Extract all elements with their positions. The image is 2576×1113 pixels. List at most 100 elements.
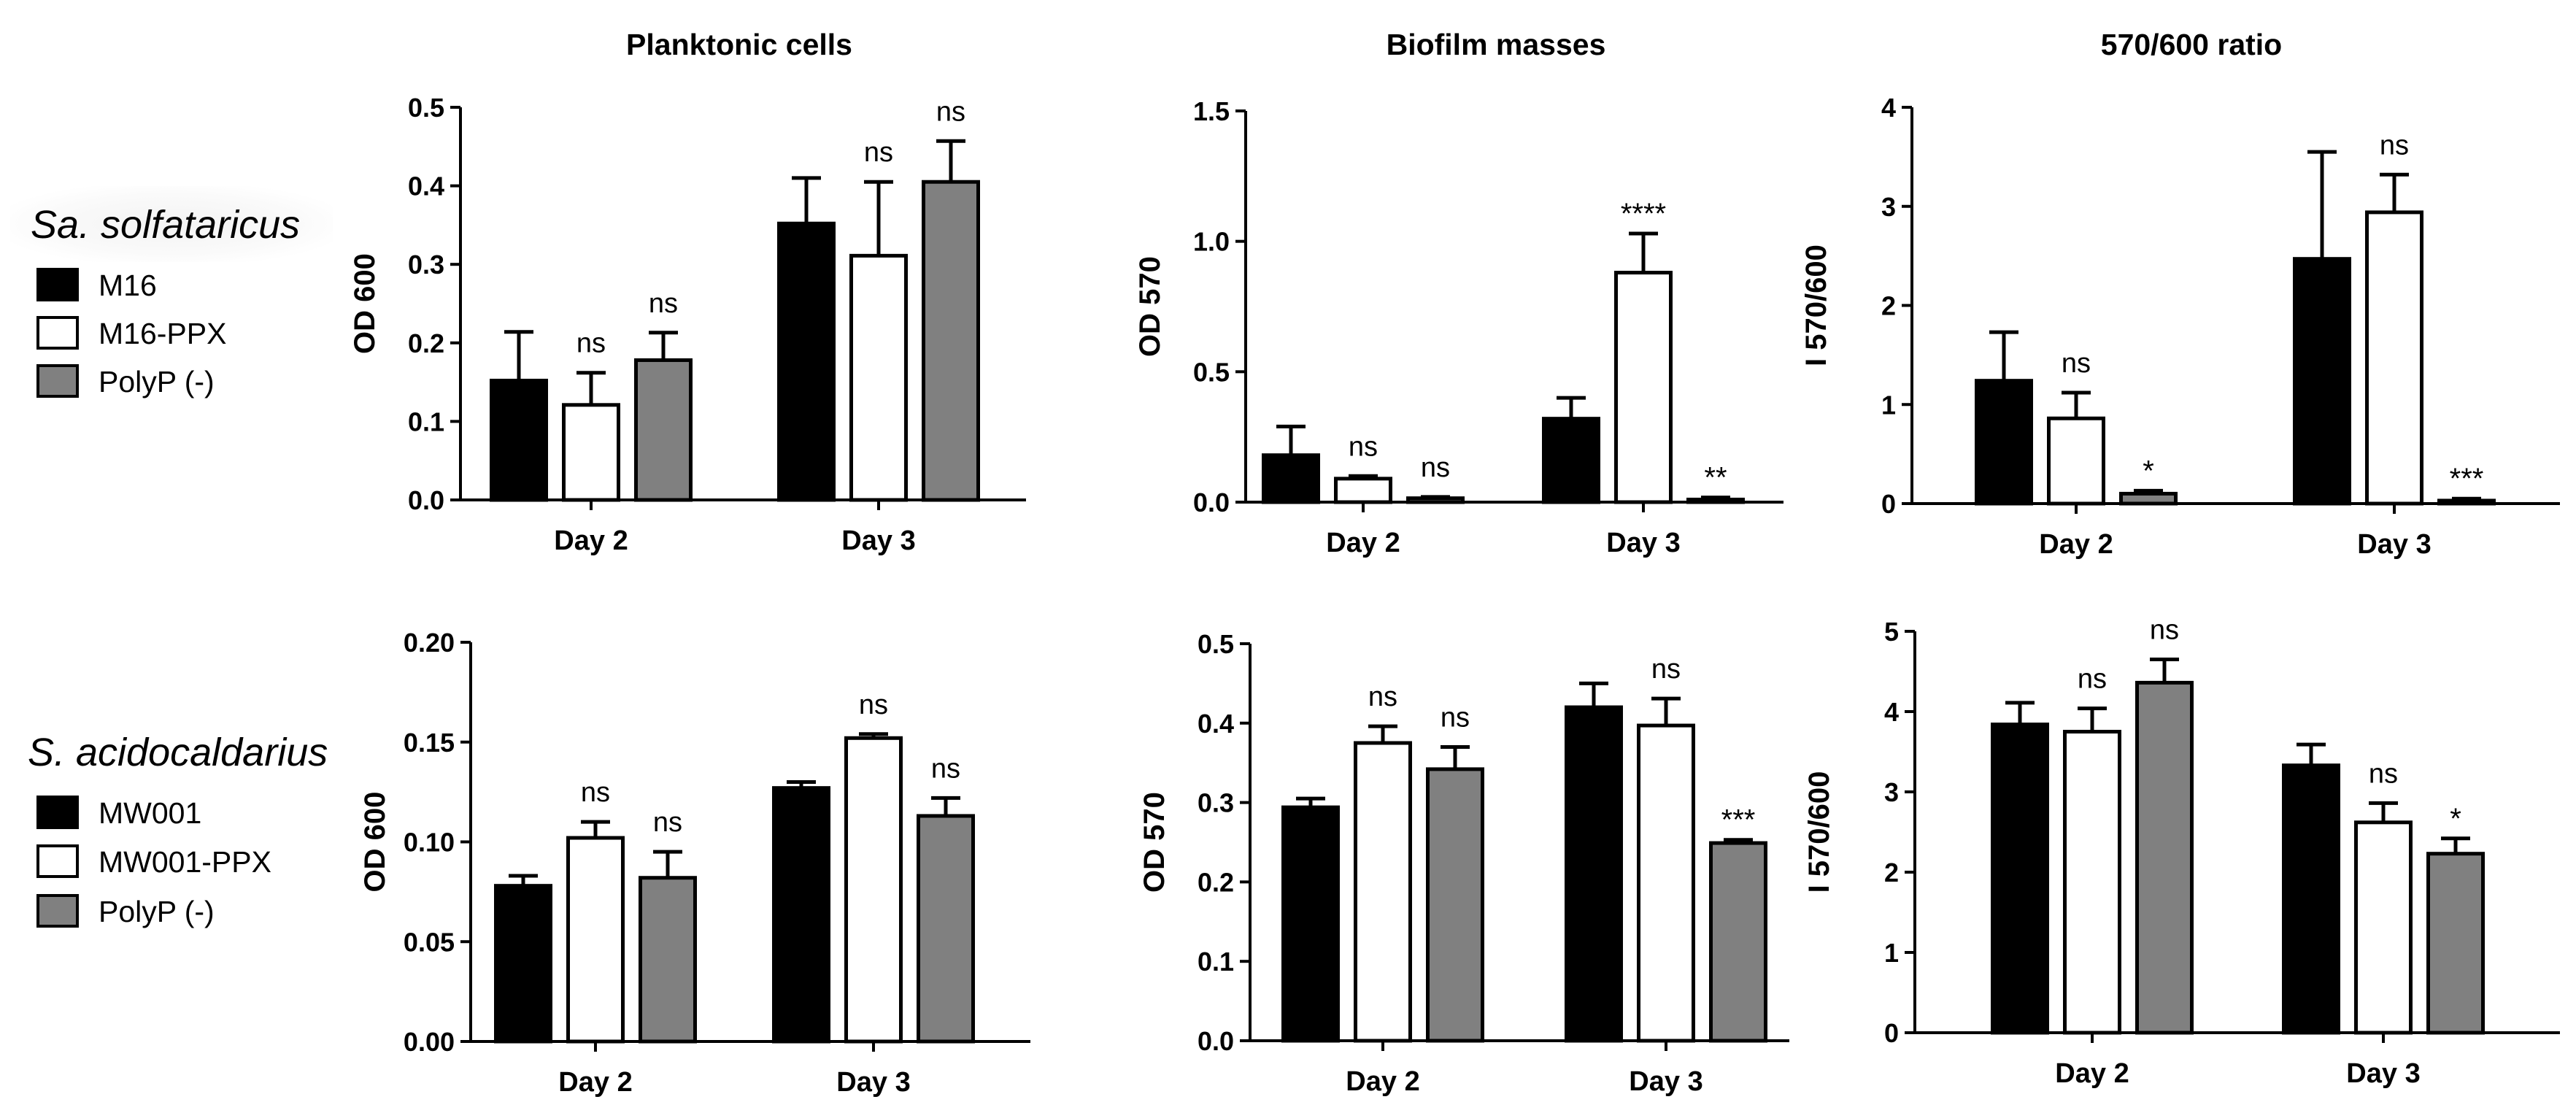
bar <box>634 358 693 502</box>
y-tick-label: 1 <box>1884 938 1899 968</box>
y-tick-label: 3 <box>1881 192 1896 222</box>
x-tick-label: Day 2 <box>2055 1058 2129 1089</box>
y-tick-label: 0.15 <box>404 728 455 758</box>
bar <box>917 814 975 1044</box>
x-tick-label: Day 3 <box>836 1067 910 1098</box>
significance-label: ns <box>2062 348 2091 379</box>
bar <box>1406 496 1465 504</box>
y-tick-label: 2 <box>1881 291 1896 321</box>
y-axis-title: OD 570 <box>1134 256 1166 357</box>
bar <box>2354 820 2413 1035</box>
x-tick-label: Day 3 <box>841 525 915 556</box>
legend-swatch <box>36 316 79 350</box>
significance-label: ns <box>1368 682 1397 712</box>
significance-label: ** <box>1704 462 1727 494</box>
significance-label: ns <box>2150 615 2179 646</box>
y-tick-label: 0.5 <box>408 93 444 123</box>
bar <box>772 786 830 1044</box>
bar <box>639 876 697 1044</box>
bar <box>922 180 980 502</box>
legend-swatch <box>36 364 79 398</box>
x-tick-label: Day 2 <box>2039 529 2113 560</box>
bar <box>2063 730 2121 1035</box>
bar <box>2282 763 2340 1035</box>
bar <box>2426 852 2485 1035</box>
bar <box>562 403 620 502</box>
x-tick-label: Day 2 <box>1326 528 1400 558</box>
y-tick-label: 1.0 <box>1193 227 1230 257</box>
bar <box>1975 379 2033 506</box>
x-tick-label: Day 2 <box>558 1067 632 1098</box>
y-tick-label: 0.0 <box>408 485 444 515</box>
x-tick-label: Day 2 <box>554 525 628 556</box>
significance-label: ns <box>1349 431 1378 462</box>
y-tick-label: 0.2 <box>1198 867 1234 897</box>
bar <box>494 884 552 1044</box>
significance-label: ns <box>581 777 610 808</box>
significance-label: *** <box>2450 463 2484 495</box>
y-tick-label: 0.1 <box>1198 947 1234 977</box>
y-tick-label: 0.2 <box>408 328 444 358</box>
legend-swatch <box>36 894 79 928</box>
significance-label: *** <box>1721 804 1756 836</box>
y-tick-label: 0.3 <box>1198 788 1234 818</box>
y-tick-label: 0.3 <box>408 250 444 280</box>
y-axis-title: I 570/600 <box>1800 244 1832 366</box>
bar <box>849 253 908 502</box>
species-label: Sa. solfataricus <box>31 203 301 247</box>
y-axis-title: OD 600 <box>349 253 381 354</box>
x-tick-label: Day 2 <box>1346 1066 1419 1097</box>
bar <box>2437 498 2496 506</box>
legend-label: M16 <box>99 269 157 302</box>
bar <box>2047 416 2105 506</box>
significance-label: ns <box>936 96 965 127</box>
bar <box>1637 723 1695 1043</box>
bar <box>844 736 903 1044</box>
y-tick-label: 0.00 <box>404 1027 455 1057</box>
bar <box>777 221 836 502</box>
y-tick-label: 4 <box>1881 93 1896 123</box>
y-tick-label: 0.4 <box>1198 709 1234 739</box>
legend-label: M16-PPX <box>99 317 227 350</box>
y-tick-label: 0.4 <box>408 172 444 201</box>
species-label-background <box>10 186 333 262</box>
x-tick-label: Day 3 <box>1629 1066 1702 1097</box>
y-axis-title: I 570/600 <box>1803 771 1835 893</box>
significance-label: ns <box>1651 654 1681 685</box>
y-tick-label: 0 <box>1881 489 1896 519</box>
y-tick-label: 0.10 <box>404 828 455 858</box>
legend-label: PolyP (-) <box>99 365 215 398</box>
y-axis-title: OD 600 <box>359 792 391 893</box>
bar <box>1709 841 1767 1043</box>
column-title-planktonic: Planktonic cells <box>626 28 852 61</box>
species-label: S. acidocaldarius <box>28 731 328 774</box>
y-tick-label: 0 <box>1884 1018 1899 1048</box>
column-title-biofilm: Biofilm masses <box>1386 28 1606 61</box>
y-tick-label: 0.05 <box>404 927 455 957</box>
y-tick-label: 0.0 <box>1198 1026 1234 1056</box>
bar <box>1426 767 1484 1043</box>
bar <box>1565 705 1623 1043</box>
y-axis-title: OD 570 <box>1138 792 1171 893</box>
y-tick-label: 2 <box>1884 858 1899 887</box>
legend-label: PolyP (-) <box>99 895 215 928</box>
y-tick-label: 1 <box>1881 390 1896 420</box>
bar <box>2293 257 2351 506</box>
bar <box>2135 680 2194 1035</box>
bar <box>1614 271 1673 504</box>
significance-label: ns <box>576 328 606 359</box>
significance-label: * <box>2143 455 2154 487</box>
bar <box>1686 497 1745 504</box>
legend-swatch <box>36 796 79 829</box>
y-tick-label: 5 <box>1884 617 1899 647</box>
x-tick-label: Day 3 <box>1606 528 1680 558</box>
y-tick-label: 0.20 <box>404 628 455 658</box>
legend-label: MW001-PPX <box>99 845 271 879</box>
y-tick-label: 0.5 <box>1193 357 1230 387</box>
significance-label: ns <box>2380 130 2409 161</box>
legend-label: MW001 <box>99 796 202 830</box>
significance-label: * <box>2450 803 2461 835</box>
y-tick-label: 0.0 <box>1193 488 1230 517</box>
x-tick-label: Day 3 <box>2346 1058 2420 1089</box>
significance-label: ns <box>1421 452 1450 483</box>
